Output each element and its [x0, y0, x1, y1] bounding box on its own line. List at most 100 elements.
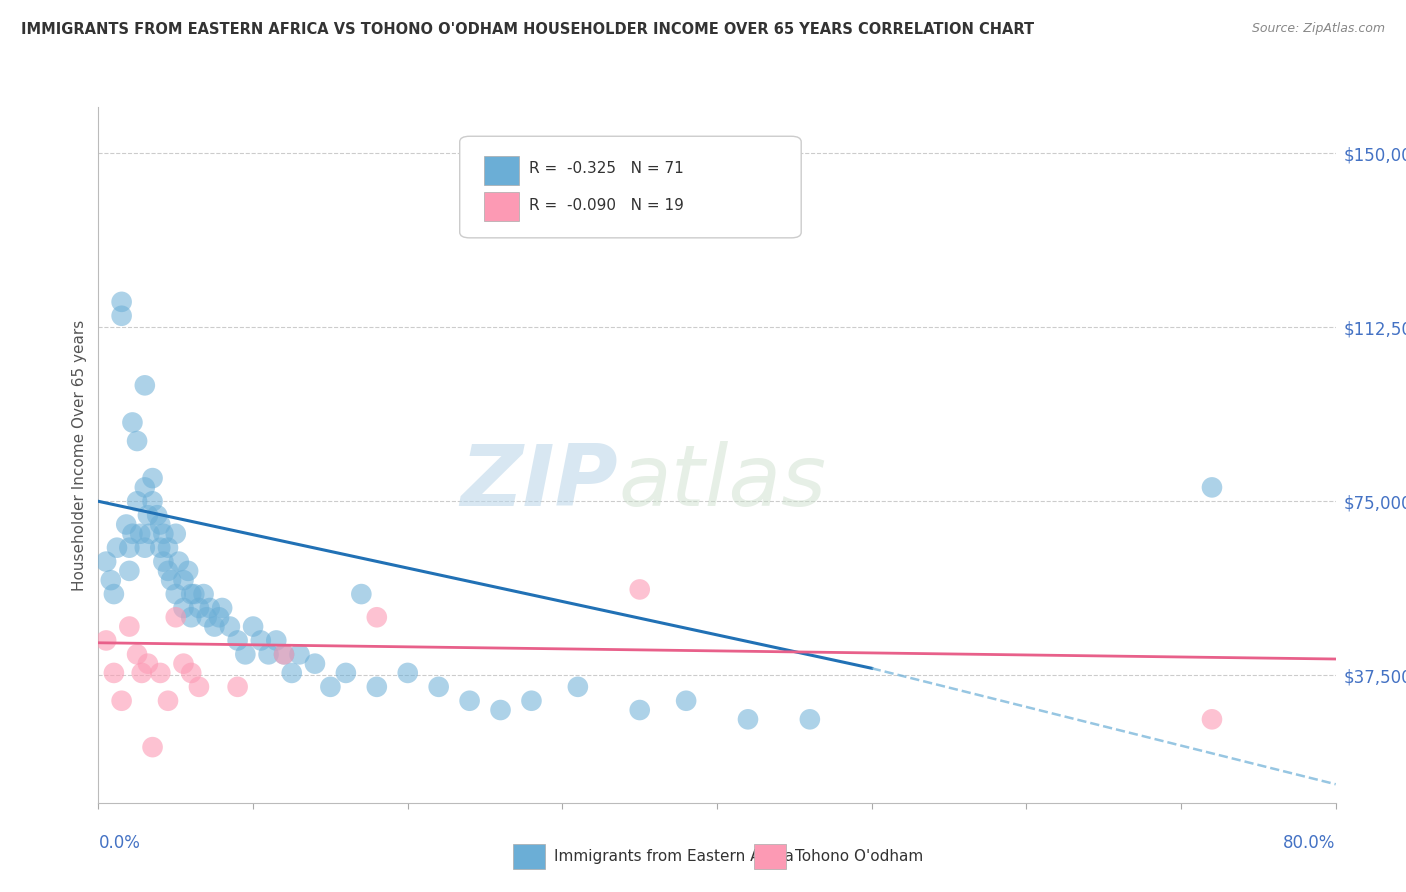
Point: [281, 665, 304, 680]
Text: atlas: atlas: [619, 442, 827, 524]
Y-axis label: Householder Income Over 65 years: Householder Income Over 65 years: [72, 319, 87, 591]
Point: [152, 526, 174, 541]
Bar: [485, 156, 519, 185]
Point: [149, 541, 172, 555]
Point: [111, 294, 132, 309]
Point: [127, 648, 149, 662]
Point: [1201, 712, 1223, 726]
Point: [288, 648, 311, 662]
Point: [273, 648, 295, 662]
Point: [134, 541, 156, 555]
Point: [165, 587, 187, 601]
Point: [157, 694, 180, 708]
Text: ZIP: ZIP: [460, 442, 619, 524]
Point: [628, 703, 651, 717]
Bar: [754, 844, 786, 869]
Point: [675, 694, 697, 708]
Point: [219, 619, 242, 633]
Point: [458, 694, 481, 708]
Text: 80.0%: 80.0%: [1284, 834, 1336, 852]
Point: [198, 601, 221, 615]
Point: [172, 601, 194, 615]
Point: [160, 573, 183, 587]
Point: [335, 665, 357, 680]
Text: R =  -0.090   N = 19: R = -0.090 N = 19: [529, 198, 683, 213]
Point: [165, 610, 187, 624]
Point: [165, 526, 187, 541]
Point: [134, 378, 156, 392]
Point: [180, 665, 202, 680]
Point: [138, 526, 160, 541]
Point: [127, 434, 149, 448]
Point: [121, 526, 143, 541]
Point: [121, 416, 143, 430]
Point: [366, 610, 388, 624]
Point: [157, 541, 180, 555]
Point: [129, 526, 152, 541]
Text: Tohono O'odham: Tohono O'odham: [794, 849, 924, 863]
Point: [141, 471, 165, 485]
Point: [737, 712, 759, 726]
Point: [273, 648, 295, 662]
Point: [350, 587, 373, 601]
Text: Immigrants from Eastern Africa: Immigrants from Eastern Africa: [554, 849, 793, 863]
Point: [149, 665, 172, 680]
Point: [211, 601, 233, 615]
Bar: [485, 192, 519, 221]
Point: [96, 555, 118, 569]
Point: [157, 564, 180, 578]
Point: [131, 665, 153, 680]
Point: [226, 633, 249, 648]
Point: [146, 508, 169, 523]
Point: [134, 480, 156, 494]
Point: [257, 648, 280, 662]
Point: [489, 703, 512, 717]
Point: [172, 657, 194, 671]
Point: [141, 494, 165, 508]
Point: [520, 694, 543, 708]
Point: [427, 680, 450, 694]
Point: [100, 573, 122, 587]
Point: [118, 619, 141, 633]
Point: [193, 587, 215, 601]
Point: [396, 665, 419, 680]
Point: [304, 657, 326, 671]
Point: [1201, 480, 1223, 494]
Point: [111, 309, 132, 323]
Point: [366, 680, 388, 694]
Text: IMMIGRANTS FROM EASTERN AFRICA VS TOHONO O'ODHAM HOUSEHOLDER INCOME OVER 65 YEAR: IMMIGRANTS FROM EASTERN AFRICA VS TOHONO…: [21, 22, 1035, 37]
Point: [103, 587, 125, 601]
Point: [111, 694, 132, 708]
Point: [188, 680, 211, 694]
Point: [195, 610, 218, 624]
Point: [226, 680, 249, 694]
Point: [319, 680, 342, 694]
Point: [103, 665, 125, 680]
Point: [180, 587, 202, 601]
Point: [204, 619, 226, 633]
Point: [567, 680, 589, 694]
Point: [180, 610, 202, 624]
Point: [628, 582, 651, 597]
FancyBboxPatch shape: [460, 136, 801, 238]
Point: [115, 517, 138, 532]
Text: R =  -0.325   N = 71: R = -0.325 N = 71: [529, 161, 683, 176]
Point: [250, 633, 273, 648]
Point: [136, 657, 159, 671]
Point: [118, 564, 141, 578]
Bar: [513, 844, 546, 869]
Point: [799, 712, 821, 726]
Point: [188, 601, 211, 615]
Point: [167, 555, 190, 569]
Point: [172, 573, 194, 587]
Point: [183, 587, 205, 601]
Point: [233, 648, 257, 662]
Point: [149, 517, 172, 532]
Point: [141, 740, 165, 755]
Point: [136, 508, 159, 523]
Point: [264, 633, 288, 648]
Text: Source: ZipAtlas.com: Source: ZipAtlas.com: [1251, 22, 1385, 36]
Point: [177, 564, 200, 578]
Point: [96, 633, 118, 648]
Point: [118, 541, 141, 555]
